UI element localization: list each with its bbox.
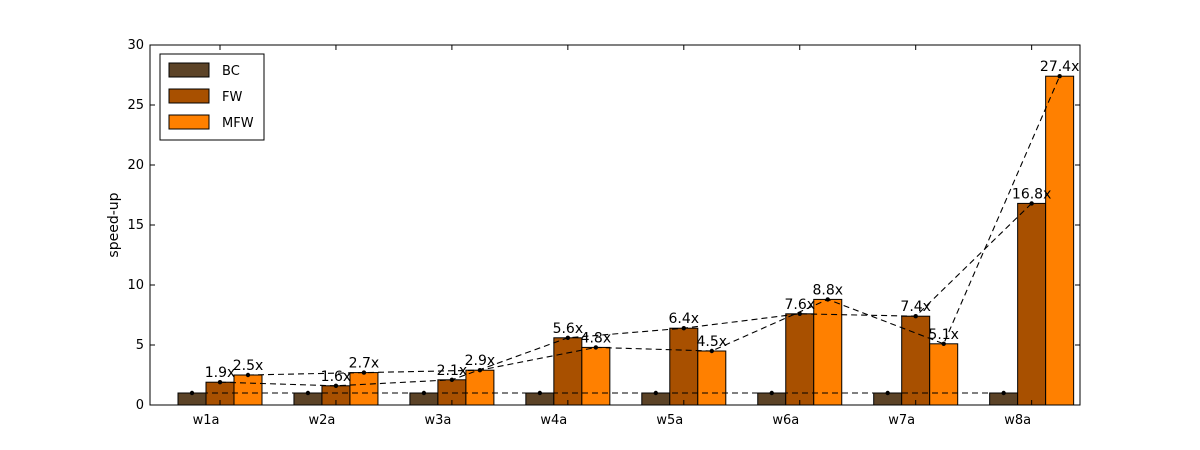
marker-mfw-w3a: [477, 368, 483, 373]
marker-fw-w6a: [797, 311, 802, 316]
bar-mfw-w3a: [465, 369, 495, 406]
marker-fw-w7a: [913, 314, 918, 319]
data-label-fw-w1a: 1.9x: [205, 365, 236, 381]
data-label-fw-w8a: 16.8x: [1012, 186, 1051, 202]
marker-fw-w3a: [449, 377, 455, 382]
legend-label-fw: FW: [222, 90, 242, 105]
x-tick-label-w1a: w1a: [193, 413, 220, 428]
bar-mfw-w6a: [813, 298, 843, 406]
connector-line-fw: [219, 203, 1033, 387]
x-tick-label-w6a: w6a: [772, 413, 799, 428]
data-label-fw-w7a: 7.4x: [900, 299, 931, 315]
y-axis-label: speed-up: [106, 192, 122, 257]
x-tick-label-w5a: w5a: [656, 413, 683, 428]
data-label-mfw-w7a: 5.1x: [928, 327, 959, 343]
legend-swatch-bc: [168, 62, 210, 78]
marker-bc-w5a: [653, 390, 658, 396]
axes-layer: 0 5 10 15 20 25 30 w1a w2a w3a w4a w5a w6a w7a w8a: [127, 38, 1080, 428]
data-label-fw-w6a: 7.6x: [784, 297, 815, 313]
marker-fw-w1a: [217, 380, 223, 385]
connector-line-mfw: [247, 75, 1061, 376]
data-label-mfw-w6a: 8.8x: [812, 282, 843, 298]
marker-bc-w6a: [769, 390, 774, 396]
data-label-mfw-w3a: 2.9x: [465, 353, 496, 369]
marker-mfw-w2a: [361, 370, 367, 375]
bar-mfw-w8a: [1045, 75, 1075, 406]
data-label-mfw-w4a: 4.8x: [581, 330, 612, 346]
data-label-mfw-w2a: 2.7x: [349, 356, 380, 372]
marker-mfw-w8a: [1057, 74, 1062, 79]
bar-mfw-w2a: [349, 372, 379, 406]
y-tick-label: 25: [127, 98, 144, 113]
y-tick-label: 20: [127, 158, 144, 173]
legend: BC FW MFW: [159, 53, 265, 141]
marker-bc-w4a: [537, 390, 543, 396]
data-label-mfw-w1a: 2.5x: [233, 358, 264, 374]
marker-mfw-w6a: [825, 297, 830, 302]
legend-label-bc: BC: [222, 64, 240, 79]
x-tick-label-w8a: w8a: [1004, 413, 1031, 428]
bar-fw-w4a: [553, 337, 583, 406]
bar-mfw-w7a: [929, 343, 959, 406]
x-tick-label-w2a: w2a: [309, 413, 336, 428]
data-labels-layer: 1.9x 1.6x 2.1x 5.6x 6.4x 7.6x 7.4x 16.8x 2.5x 2.7…: [205, 59, 1080, 385]
data-label-fw-w5a: 6.4x: [669, 311, 700, 327]
data-label-fw-w3a: 2.1x: [437, 363, 468, 379]
bar-mfw-w5a: [697, 350, 727, 406]
marker-fw-w2a: [333, 383, 339, 388]
x-tick-label-w4a: w4a: [540, 413, 567, 428]
marker-fw-w8a: [1029, 201, 1034, 206]
x-tick-label-w3a: w3a: [424, 413, 451, 428]
marker-bc-w8a: [1001, 390, 1006, 396]
data-label-mfw-w5a: 4.5x: [697, 334, 728, 350]
legend-swatch-mfw: [168, 114, 210, 130]
marker-mfw-w4a: [593, 345, 599, 350]
marker-bc-w7a: [885, 390, 890, 396]
marker-fw-w4a: [565, 335, 571, 340]
markers-layer: [189, 74, 1062, 396]
bar-mfw-w1a: [233, 374, 263, 406]
legend-label-mfw: MFW: [222, 116, 254, 131]
bar-fw-w8a: [1017, 202, 1047, 406]
bar-fw-w7a: [901, 315, 931, 406]
y-tick-label: 0: [136, 398, 144, 413]
y-tick-label: 30: [127, 38, 144, 53]
bar-mfw-w4a: [581, 346, 611, 406]
y-tick-label: 10: [127, 278, 144, 293]
marker-mfw-w5a: [709, 348, 714, 354]
marker-bc-w1a: [189, 390, 195, 396]
data-label-mfw-w8a: 27.4x: [1040, 59, 1079, 75]
data-label-fw-w4a: 5.6x: [553, 321, 584, 337]
marker-fw-w5a: [681, 326, 686, 331]
marker-mfw-w1a: [245, 372, 251, 378]
marker-bc-w2a: [305, 390, 311, 396]
y-tick-label: 15: [127, 218, 144, 233]
y-tick-label: 5: [136, 338, 144, 353]
data-label-fw-w2a: 1.6x: [321, 369, 352, 385]
bars-layer: [177, 75, 1075, 406]
legend-swatch-fw: [168, 88, 210, 104]
marker-bc-w3a: [421, 390, 427, 396]
marker-mfw-w7a: [941, 341, 946, 346]
bar-fw-w6a: [785, 313, 815, 406]
connector-lines-layer: [192, 75, 1061, 394]
x-tick-label-w7a: w7a: [888, 413, 915, 428]
